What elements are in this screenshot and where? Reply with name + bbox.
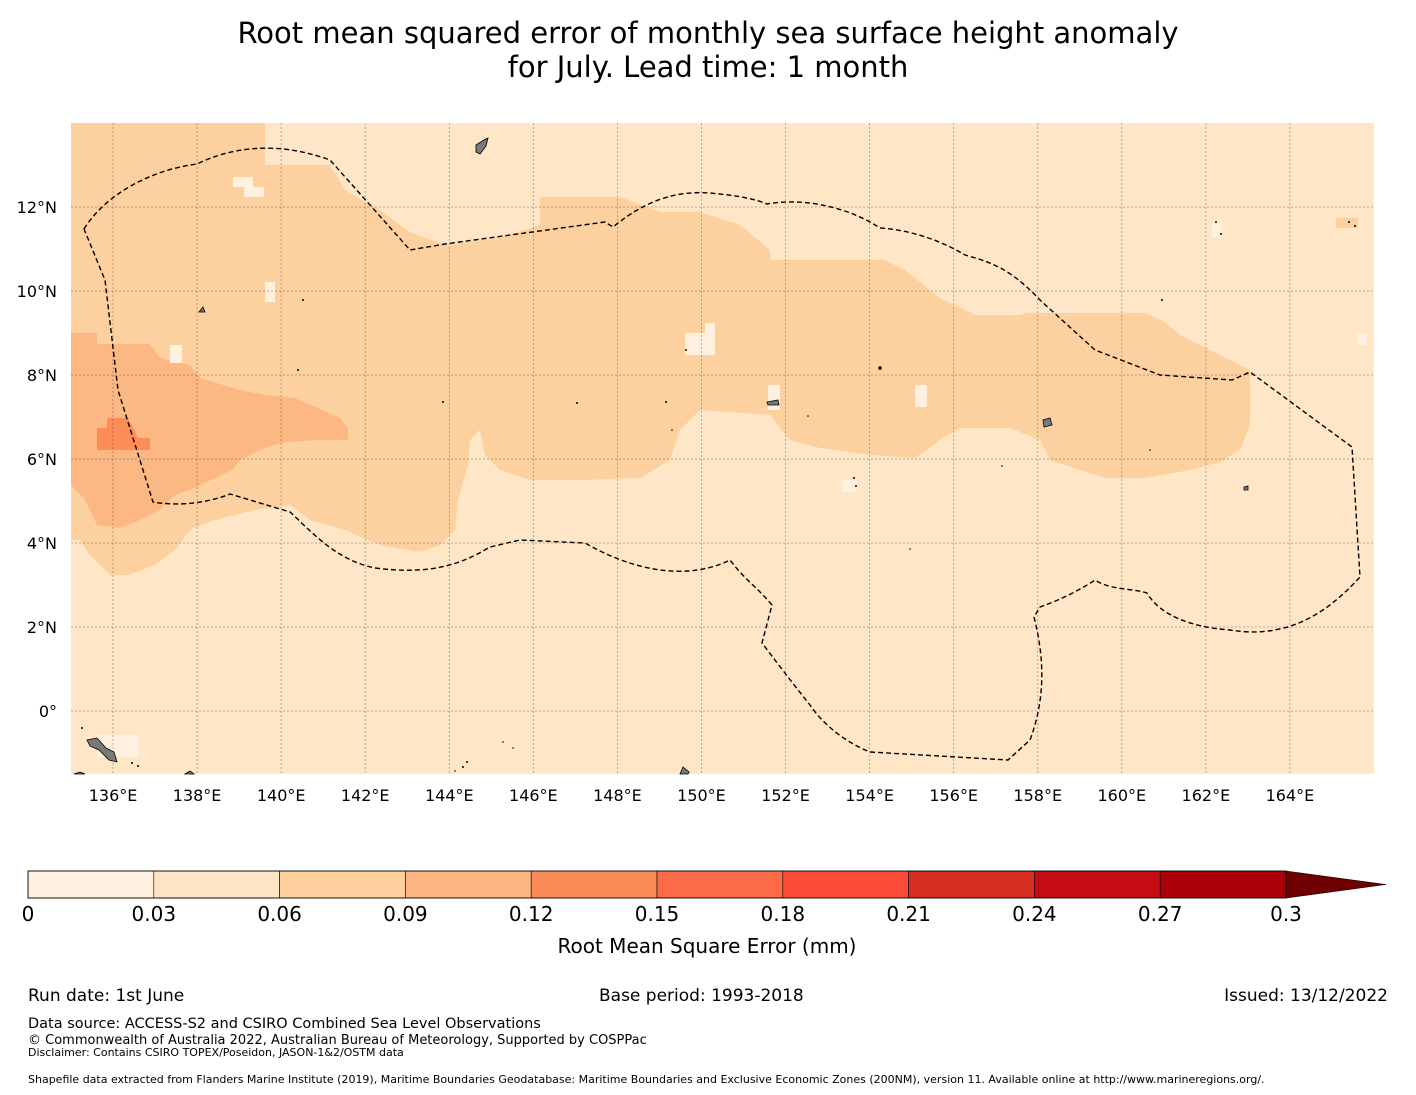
colorbar-outline	[27, 870, 1287, 899]
rmse-field-low-cells	[97, 177, 1367, 757]
longitude-label: 146°E	[509, 786, 558, 805]
longitude-label: 144°E	[425, 786, 474, 805]
guam-island	[475, 137, 489, 155]
shapefile-credit: Shapefile data extracted from Flanders M…	[28, 1073, 1265, 1086]
latitude-label: 10°N	[17, 282, 57, 301]
new-ireland-tip	[679, 766, 690, 775]
rmse-field-medium-patch	[1336, 218, 1358, 228]
land-masses	[73, 137, 1249, 775]
atoll-dots	[81, 221, 1356, 772]
latitude-label: 8°N	[27, 366, 57, 385]
copyright: © Commonwealth of Australia 2022, Austra…	[28, 1033, 647, 1048]
colorbar-label: Root Mean Square Error (mm)	[558, 934, 857, 958]
colorbar-tick-label: 0.03	[132, 902, 177, 926]
colorbar-tick-label: 0.21	[886, 902, 931, 926]
colorbar: 0 0.03 0.06 0.09 0.12 0.15 0.18 0.21 0.24 0.27 0.3…	[22, 870, 1387, 958]
bottom-islet-1	[183, 770, 196, 775]
latitude-label: 2°N	[27, 618, 57, 637]
latitude-tick-labels: 12°N 10°N 8°N 6°N 4°N 2°N 0°	[17, 198, 57, 721]
kosrae-island	[1243, 485, 1249, 491]
colorbar-tick-labels: 0 0.03 0.06 0.09 0.12 0.15 0.18 0.21 0.24 0.27 0.3	[22, 902, 1302, 926]
colorbar-tick-label: 0.18	[761, 902, 806, 926]
bottom-islet-2	[73, 771, 86, 775]
new-guinea-islands	[86, 737, 118, 763]
pohnpei-island	[1042, 417, 1053, 428]
colorbar-segment	[153, 870, 280, 899]
longitude-label: 142°E	[341, 786, 390, 805]
colorbar-extend-triangle	[1285, 870, 1387, 899]
chuuk-islets	[766, 399, 780, 406]
colorbar-tick-label: 0.3	[1270, 902, 1302, 926]
disclaimer: Disclaimer: Contains CSIRO TOPEX/Poseido…	[28, 1046, 404, 1059]
colorbar-tick-label: 0.27	[1138, 902, 1183, 926]
rmse-field-peak	[97, 418, 150, 450]
colorbar-tick-label: 0	[22, 902, 35, 926]
issued-date: Issued: 13/12/2022	[1224, 986, 1388, 1006]
base-period: Base period: 1993-2018	[599, 986, 804, 1006]
longitude-label: 156°E	[929, 786, 978, 805]
longitude-label: 148°E	[593, 786, 642, 805]
palau-islet	[198, 306, 206, 313]
colorbar-segment	[405, 870, 532, 899]
longitude-label: 160°E	[1097, 786, 1146, 805]
latitude-label: 0°	[39, 702, 57, 721]
rmse-field-medium	[71, 123, 1358, 575]
colorbar-segment	[530, 870, 658, 899]
longitude-label: 136°E	[89, 786, 138, 805]
colorbar-tick-label: 0.09	[383, 902, 428, 926]
longitude-label: 162°E	[1182, 786, 1231, 805]
latitude-label: 12°N	[17, 198, 57, 217]
eez-boundary	[83, 147, 1361, 761]
colorbar-segment	[279, 870, 406, 899]
latitude-label: 6°N	[27, 450, 57, 469]
rmse-field-high	[71, 333, 348, 528]
colorbar-segment	[782, 870, 909, 899]
colorbar-segment	[1034, 870, 1161, 899]
colorbar-tick-label: 0.24	[1012, 902, 1057, 926]
colorbar-segments	[27, 870, 1287, 899]
colorbar-tick-label: 0.06	[257, 902, 302, 926]
map-title-line-2: for July. Lead time: 1 month	[507, 50, 909, 84]
latitude-label: 4°N	[27, 534, 57, 553]
colorbar-segment	[656, 870, 784, 899]
longitude-tick-labels: 136°E 138°E 140°E 142°E 144°E 146°E 148°E 150°E…	[89, 786, 1315, 805]
gridlines	[71, 123, 1374, 774]
longitude-label: 140°E	[257, 786, 306, 805]
colorbar-tick-label: 0.15	[635, 902, 680, 926]
run-date: Run date: 1st June	[28, 986, 185, 1006]
longitude-label: 154°E	[845, 786, 894, 805]
longitude-label: 138°E	[173, 786, 222, 805]
colorbar-tick-label: 0.12	[509, 902, 554, 926]
longitude-label: 158°E	[1013, 786, 1062, 805]
map-panel	[71, 123, 1374, 775]
data-source: Data source: ACCESS-S2 and CSIRO Combine…	[28, 1016, 541, 1032]
colorbar-segment	[27, 870, 155, 899]
longitude-label: 152°E	[761, 786, 810, 805]
longitude-label: 164°E	[1266, 786, 1315, 805]
map-title-line-1: Root mean squared error of monthly sea s…	[237, 16, 1179, 50]
longitude-label: 150°E	[677, 786, 726, 805]
colorbar-segment	[1159, 870, 1287, 899]
colorbar-segment	[908, 870, 1035, 899]
